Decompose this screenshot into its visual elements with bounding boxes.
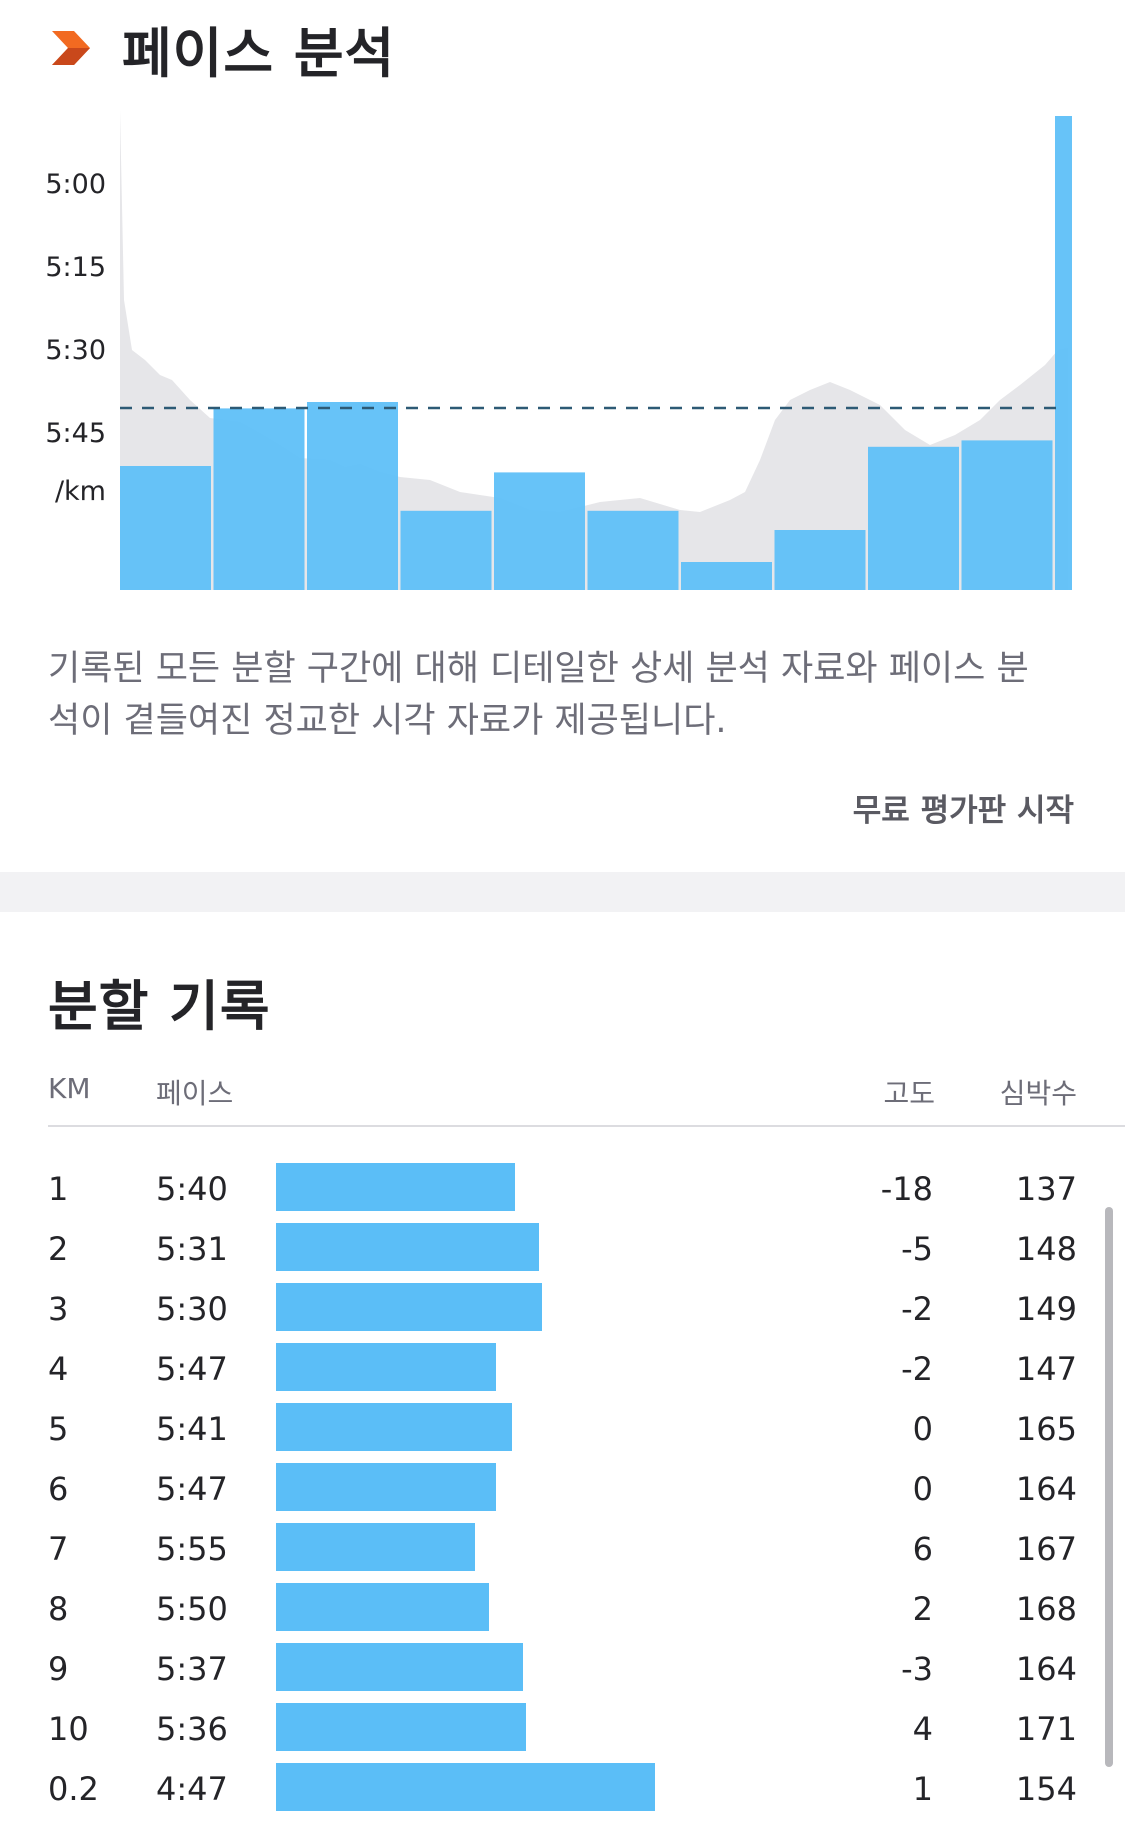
split-pace: 5:41 (156, 1410, 228, 1448)
split-pace-bar (276, 1763, 656, 1811)
free-trial-button[interactable]: 무료 평가판 시작 (852, 793, 1074, 829)
split-elevation: 6 (912, 1530, 933, 1568)
y-tick-label: 5:45 (45, 418, 106, 449)
split-km: 4 (48, 1350, 69, 1388)
split-elevation: 4 (912, 1710, 933, 1748)
pace-bar (868, 446, 959, 590)
column-header-pace: 페이스 (156, 1077, 234, 1110)
pace-bar (681, 562, 772, 590)
split-pace-bar (276, 1223, 539, 1271)
column-header-heart-rate: 심박수 (999, 1077, 1077, 1110)
split-pace-bar (276, 1283, 542, 1331)
split-pace: 5:47 (156, 1350, 228, 1388)
split-heart-rate: 168 (1015, 1590, 1077, 1628)
split-heart-rate: 167 (1015, 1530, 1077, 1568)
split-pace-bar (276, 1403, 513, 1451)
split-elevation: -5 (901, 1230, 933, 1268)
split-heart-rate: 164 (1015, 1470, 1077, 1508)
pace-bar (213, 408, 305, 590)
column-header-elevation: 고도 (883, 1077, 935, 1110)
split-pace: 5:37 (156, 1650, 228, 1688)
split-elevation: -2 (901, 1350, 933, 1388)
splits-title: 분할 기록 (48, 975, 271, 1038)
split-row: 2 5:31 -5 148 (0, 1220, 1125, 1280)
split-pace: 4:47 (156, 1770, 228, 1808)
pace-bar (400, 510, 492, 590)
split-elevation: 0 (912, 1470, 933, 1508)
split-pace: 5:55 (156, 1530, 228, 1568)
split-pace: 5:36 (156, 1710, 228, 1748)
pace-analysis-description: 기록된 모든 분할 구간에 대해 디테일한 상세 분석 자료와 페이스 분석이 … (48, 649, 1029, 741)
y-unit-label: /km (55, 476, 106, 507)
pace-bar (961, 440, 1053, 590)
split-elevation: -2 (901, 1290, 933, 1328)
pace-bar (494, 472, 585, 590)
split-km: 6 (48, 1470, 69, 1508)
split-pace-bar (276, 1703, 526, 1751)
split-km: 10 (48, 1710, 89, 1748)
split-heart-rate: 149 (1015, 1290, 1077, 1328)
split-row: 3 5:30 -2 149 (0, 1280, 1125, 1340)
pace-title-row: 페이스 분석 (48, 8, 395, 88)
split-row: 4 5:47 -2 147 (0, 1340, 1125, 1400)
split-row: 7 5:55 6 167 (0, 1520, 1125, 1580)
scrollbar[interactable] (1105, 1207, 1113, 1767)
pace-analysis-section: 페이스 분석 5:00 5:15 5:30 5:45/km 기록된 모든 분할 구간에… (0, 0, 1125, 870)
y-tick-label: 5:15 (45, 252, 106, 283)
split-km: 8 (48, 1590, 69, 1628)
pace-chart: 5:00 5:15 5:30 5:45/km (45, 110, 1072, 590)
split-pace-bar (276, 1523, 476, 1571)
split-row: 8 5:50 2 168 (0, 1580, 1125, 1640)
split-pace-bar (276, 1463, 497, 1511)
split-km: 7 (48, 1530, 69, 1568)
column-header-km: KM (48, 1072, 91, 1105)
split-heart-rate: 148 (1015, 1230, 1077, 1268)
split-elevation: -18 (880, 1170, 933, 1208)
pace-bar (774, 530, 866, 590)
split-pace: 5:30 (156, 1290, 228, 1328)
header-divider (48, 1125, 1125, 1127)
split-row: 10 5:36 4 171 (0, 1700, 1125, 1760)
split-pace: 5:40 (156, 1170, 228, 1208)
split-pace: 5:50 (156, 1590, 228, 1628)
split-row: 6 5:47 0 164 (0, 1460, 1125, 1520)
split-elevation: -3 (901, 1650, 933, 1688)
split-km: 2 (48, 1230, 69, 1268)
split-heart-rate: 171 (1015, 1710, 1077, 1748)
pace-bar (1055, 116, 1072, 590)
split-elevation: 0 (912, 1410, 933, 1448)
split-km: 5 (48, 1410, 69, 1448)
split-km: 3 (48, 1290, 69, 1328)
pace-analysis-title: 페이스 분석 (122, 21, 396, 85)
strava-chevron-icon (48, 25, 94, 71)
y-tick-label: 5:00 (45, 169, 106, 200)
split-pace-bar (276, 1343, 497, 1391)
split-heart-rate: 147 (1015, 1350, 1077, 1388)
split-heart-rate: 154 (1015, 1770, 1077, 1808)
split-row: 1 5:40 -18 137 (0, 1160, 1125, 1220)
split-pace: 5:31 (156, 1230, 228, 1268)
pace-bar (120, 466, 211, 590)
split-heart-rate: 137 (1015, 1170, 1077, 1208)
split-row: 0.2 4:47 1 154 (0, 1760, 1125, 1820)
y-tick-label: 5:30 (45, 335, 106, 366)
pace-bar (307, 402, 398, 590)
split-pace-bar (276, 1583, 489, 1631)
split-pace: 5:47 (156, 1470, 228, 1508)
pace-bar (587, 510, 679, 590)
split-row: 9 5:37 -3 164 (0, 1640, 1125, 1700)
split-elevation: 2 (912, 1590, 933, 1628)
split-elevation: 1 (912, 1770, 933, 1808)
split-row: 5 5:41 0 165 (0, 1400, 1125, 1460)
split-pace-bar (276, 1163, 515, 1211)
split-heart-rate: 165 (1015, 1410, 1077, 1448)
split-km: 9 (48, 1650, 69, 1688)
split-heart-rate: 164 (1015, 1650, 1077, 1688)
section-divider (0, 872, 1125, 912)
splits-section: 분할 기록 KM 페이스 고도 심박수 1 5:40 -18 137 2 5:31 -5 14… (0, 912, 1125, 1828)
split-km: 0.2 (48, 1770, 99, 1808)
split-km: 1 (48, 1170, 69, 1208)
split-pace-bar (276, 1643, 523, 1691)
